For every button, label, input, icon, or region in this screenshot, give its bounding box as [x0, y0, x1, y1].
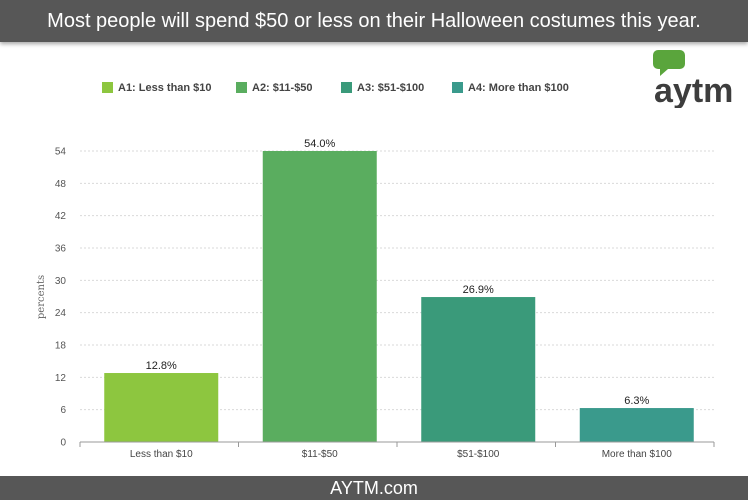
chart-title: Most people will spend $50 or less on th… [0, 0, 748, 42]
bar-3 [421, 297, 536, 442]
y-tick-label: 6 [60, 405, 66, 416]
y-tick-label: 0 [60, 438, 66, 449]
bar-chart: A1: Less than $10 A2: $11-$50 A3: $51-$100… [36, 82, 715, 460]
legend-swatch-1 [102, 82, 113, 93]
y-tick-label: 42 [55, 211, 67, 222]
x-tick-label-4: More than $100 [602, 449, 672, 460]
y-tick-label: 36 [55, 244, 67, 255]
legend-label-2: A2: $11-$50 [252, 82, 313, 94]
bars: 12.8% 54.0% 26.9% 6.3% [104, 138, 694, 442]
bar-4 [579, 408, 694, 442]
aytm-logo: aytm [653, 50, 733, 108]
y-tick-label: 48 [55, 179, 67, 190]
bar-2 [262, 151, 377, 442]
y-tick-label: 12 [55, 373, 67, 384]
y-tick-label: 30 [55, 276, 67, 287]
bar-value-label-2: 54.0% [304, 138, 335, 150]
legend-label-3: A3: $51-$100 [357, 82, 424, 94]
bar-value-label-1: 12.8% [146, 360, 177, 372]
x-axis: Less than $10 $11-$50 $51-$100 More than $1… [79, 441, 715, 460]
bar-1 [104, 373, 219, 442]
legend-swatch-4 [452, 82, 463, 93]
y-tick-label: 18 [55, 341, 67, 352]
legend: A1: Less than $10 A2: $11-$50 A3: $51-$100… [102, 82, 569, 94]
legend-label-4: A4: More than $100 [468, 82, 569, 94]
bar-value-label-3: 26.9% [463, 284, 494, 296]
x-tick-label-2: $11-$50 [302, 449, 338, 460]
legend-swatch-2 [236, 82, 247, 93]
y-axis-label: percents [36, 275, 47, 319]
legend-label-1: A1: Less than $10 [118, 82, 212, 94]
x-tick-label-1: Less than $10 [130, 449, 193, 460]
y-axis: 0 6 12 18 24 30 36 42 48 54 [55, 147, 67, 449]
y-tick-label: 24 [55, 308, 67, 319]
logo-text: aytm [654, 72, 733, 108]
bar-value-label-4: 6.3% [624, 395, 649, 407]
legend-swatch-3 [341, 82, 352, 93]
x-tick-label-3: $51-$100 [457, 449, 500, 460]
y-tick-label: 54 [55, 147, 67, 158]
speech-bubble-icon [653, 50, 685, 76]
footer-site-text: AYTM.com [0, 476, 748, 500]
